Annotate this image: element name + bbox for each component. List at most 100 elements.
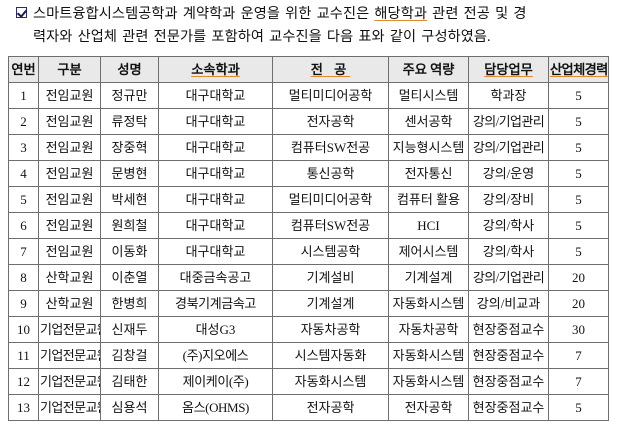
cell-no: 2 (8, 108, 39, 135)
cell-duty: 현장중점교수 (468, 368, 549, 395)
faculty-table-wrapper: 연번 구분 성명 소속학과 전 공 주요 역량 담당업무 산업체경력 1 전임교원… (8, 56, 609, 421)
cell-duty: 강의/장비 (468, 186, 549, 213)
cell-major: 전자공학 (272, 394, 389, 421)
cell-career: 7 (548, 368, 609, 395)
table-row: 1 전임교원 정규만 대구대학교 멀티미디어공학 멀티시스템 학과장 5 (8, 82, 609, 109)
cell-skill: 자동차공학 (388, 316, 469, 343)
header-cell-duty: 담당업무 (468, 56, 549, 83)
cell-duty: 강의/비교과 (468, 290, 549, 317)
cell-type: 전임교원 (38, 134, 101, 161)
cell-type: 전임교원 (38, 212, 101, 239)
cell-no: 10 (8, 316, 39, 343)
cell-major: 전자공학 (272, 108, 389, 135)
cell-skill: 자동화시스템 (388, 290, 469, 317)
cell-career: 5 (548, 186, 609, 213)
cell-type: 전임교원 (38, 108, 101, 135)
cell-name: 김창걸 (100, 342, 159, 369)
cell-skill: 기계설계 (388, 264, 469, 291)
cell-duty: 강의/학사 (468, 212, 549, 239)
cell-type: 산학교원 (38, 290, 101, 317)
cell-no: 1 (8, 82, 39, 109)
cell-type: 기업전문교원 (38, 394, 101, 421)
intro-line1-part-a: 스마트융합시스템공학과 계약학과 운영을 위한 교수진은 (33, 6, 375, 22)
cell-no: 13 (8, 394, 39, 421)
cell-dept: 대구대학교 (158, 238, 273, 265)
cell-duty: 강의/기업관리 (468, 108, 549, 135)
cell-career: 30 (548, 316, 609, 343)
cell-name: 류정탁 (100, 108, 159, 135)
cell-type: 전임교원 (38, 186, 101, 213)
cell-duty: 강의/학사 (468, 238, 549, 265)
cell-dept: 대중금속공고 (158, 264, 273, 291)
cell-name: 문병현 (100, 160, 159, 187)
header-cell-skill: 주요 역량 (388, 56, 469, 83)
cell-dept: 경북기계금속고 (158, 290, 273, 317)
table-header-row: 연번 구분 성명 소속학과 전 공 주요 역량 담당업무 산업체경력 (8, 56, 609, 83)
cell-name: 장중혁 (100, 134, 159, 161)
table-row: 7 전임교원 이동화 대구대학교 시스템공학 제어시스템 강의/학사 5 (8, 238, 609, 265)
cell-name: 박세현 (100, 186, 159, 213)
cell-dept: 대구대학교 (158, 212, 273, 239)
cell-major: 멀티미디어공학 (272, 82, 389, 109)
cell-skill: 전자통신 (388, 160, 469, 187)
cell-major: 통신공학 (272, 160, 389, 187)
cell-no: 7 (8, 238, 39, 265)
cell-major: 시스템공학 (272, 238, 389, 265)
intro-line2: 력자와 산업체 관련 전문가를 포함하여 교수진을 다음 표와 같이 구성하였음… (33, 29, 491, 45)
cell-dept: 옴스(OHMS) (158, 394, 273, 421)
table-row: 10기업전문교원신재두대성G3자동차공학자동차공학현장중점교수30 (8, 316, 609, 343)
cell-duty: 현장중점교수 (468, 394, 549, 421)
intro-paragraph: 스마트융합시스템공학과 계약학과 운영을 위한 교수진은 해당학과 관련 전공 … (16, 3, 608, 49)
header-cell-major: 전 공 (272, 56, 389, 83)
cell-no: 5 (8, 186, 39, 213)
cell-name: 신재두 (100, 316, 159, 343)
cell-type: 기업전문교원 (38, 342, 101, 369)
cell-skill: 자동화시스템 (388, 342, 469, 369)
cell-name: 이춘열 (100, 264, 159, 291)
cell-type: 기업전문교원 (38, 368, 101, 395)
intro-text: 스마트융합시스템공학과 계약학과 운영을 위한 교수진은 해당학과 관련 전공 … (33, 3, 608, 49)
cell-dept: (주)지오에스 (158, 342, 273, 369)
cell-duty: 강의/기업관리 (468, 264, 549, 291)
cell-no: 3 (8, 134, 39, 161)
cell-dept: 대성G3 (158, 316, 273, 343)
cell-type: 전임교원 (38, 160, 101, 187)
cell-name: 정규만 (100, 82, 159, 109)
table-row: 5 전임교원 박세현 대구대학교 멀티미디어공학 컴퓨터 활용 강의/장비 5 (8, 186, 609, 213)
cell-duty: 현장중점교수 (468, 342, 549, 369)
cell-skill: 센서공학 (388, 108, 469, 135)
header-cell-no: 연번 (8, 56, 39, 83)
cell-dept: 제이케이(주) (158, 368, 273, 395)
cell-career: 5 (548, 82, 609, 109)
header-cell-career: 산업체경력 (548, 56, 609, 83)
cell-major: 자동차공학 (272, 316, 389, 343)
table-body: 1 전임교원 정규만 대구대학교 멀티미디어공학 멀티시스템 학과장 5 2 전임교원 류정탁 대구대… (8, 82, 609, 421)
cell-duty: 강의/운영 (468, 160, 549, 187)
header-cell-name: 성명 (100, 56, 159, 83)
table-row: 6 전임교원 원희철 대구대학교 컴퓨터SW전공 HCI 강의/학사 5 (8, 212, 609, 239)
cell-type: 기업전문교원 (38, 316, 101, 343)
cell-skill: 컴퓨터 활용 (388, 186, 469, 213)
cell-type: 전임교원 (38, 82, 101, 109)
cell-career: 5 (548, 160, 609, 187)
cell-dept: 대구대학교 (158, 134, 273, 161)
intro-line1-highlight: 해당학과 (374, 6, 428, 22)
cell-dept: 대구대학교 (158, 160, 273, 187)
cell-name: 이동화 (100, 238, 159, 265)
cell-type: 전임교원 (38, 238, 101, 265)
cell-duty: 학과장 (468, 82, 549, 109)
cell-career: 5 (548, 108, 609, 135)
cell-no: 12 (8, 368, 39, 395)
cell-skill: 자동화시스템 (388, 368, 469, 395)
cell-type: 산학교원 (38, 264, 101, 291)
cell-name: 심용석 (100, 394, 159, 421)
cell-no: 11 (8, 342, 39, 369)
cell-no: 8 (8, 264, 39, 291)
cell-major: 시스템자동화 (272, 342, 389, 369)
cell-duty: 현장중점교수 (468, 316, 549, 343)
cell-name: 원희철 (100, 212, 159, 239)
cell-skill: 제어시스템 (388, 238, 469, 265)
cell-career: 5 (548, 134, 609, 161)
